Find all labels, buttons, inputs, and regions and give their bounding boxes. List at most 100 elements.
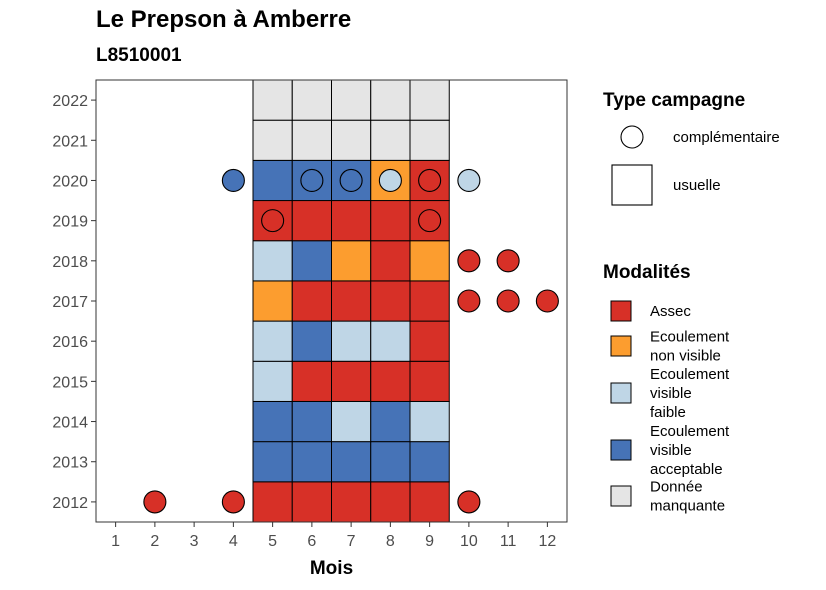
x-tick-label: 6 <box>307 533 316 550</box>
heatmap-tile <box>409 481 450 523</box>
heatmap-tile <box>291 360 332 402</box>
complementary-point <box>261 209 285 233</box>
complementary-point <box>221 490 245 514</box>
legend-type-label: usuelle <box>673 177 721 194</box>
y-tick-label: 2014 <box>52 415 88 432</box>
heatmap-tile <box>291 320 332 362</box>
heatmap-tile <box>409 320 450 362</box>
legend-color-key <box>610 382 632 404</box>
x-tick-label: 1 <box>111 533 120 550</box>
heatmap-tile <box>409 441 450 483</box>
heatmap-tile <box>252 320 293 362</box>
heatmap-tile <box>331 200 372 242</box>
heatmap-tile <box>409 400 450 443</box>
heatmap-tile <box>252 79 293 121</box>
legend-modalite-label: visible <box>650 385 692 402</box>
heatmap-tile <box>409 240 450 282</box>
complementary-point <box>143 490 167 514</box>
heatmap-tile <box>291 79 332 121</box>
complementary-point <box>457 249 481 273</box>
complementary-point <box>496 249 520 273</box>
heatmap-tile <box>331 400 372 443</box>
legend-modalite-label: non visible <box>650 348 721 365</box>
x-tick-label: 9 <box>425 533 434 550</box>
heatmap-tile <box>291 119 332 161</box>
heatmap-tile <box>370 240 411 282</box>
heatmap-tile <box>252 119 293 161</box>
x-tick-label: 2 <box>150 533 159 550</box>
y-tick-label: 2022 <box>52 93 88 110</box>
x-tick-label: 10 <box>460 533 478 550</box>
legend-color-key <box>610 300 632 322</box>
complementary-point <box>496 289 520 313</box>
chart-subtitle: L8510001 <box>96 45 182 66</box>
y-tick-label: 2015 <box>52 374 88 391</box>
heatmap-tile <box>370 79 411 121</box>
legend-type-label: complémentaire <box>673 129 780 146</box>
y-tick-label: 2020 <box>52 173 88 190</box>
complementary-point <box>418 209 442 233</box>
legend-square-key <box>611 164 653 206</box>
x-tick-label: 3 <box>190 533 199 550</box>
x-axis-title: Mois <box>310 558 353 579</box>
heatmap-tile <box>331 481 372 523</box>
heatmap-tile <box>331 320 372 362</box>
heatmap-tile <box>291 481 332 523</box>
complementary-point <box>457 289 481 313</box>
legend-color-key <box>610 335 632 357</box>
heatmap-tile <box>331 441 372 483</box>
y-tick-label: 2021 <box>52 133 88 150</box>
y-tick-label: 2016 <box>52 334 88 351</box>
heatmap-tile <box>409 119 450 161</box>
heatmap-tile <box>331 119 372 161</box>
heatmap-tile <box>331 79 372 121</box>
heatmap-tile <box>331 280 372 322</box>
legend-modalite-label: Ecoulement <box>650 423 730 440</box>
heatmap-tile <box>370 280 411 322</box>
complementary-point <box>221 168 245 193</box>
heatmap-tile <box>370 481 411 523</box>
heatmap-tile <box>409 280 450 322</box>
y-tick-label: 2013 <box>52 455 88 472</box>
x-tick-label: 11 <box>500 533 517 550</box>
heatmap-tile <box>291 280 332 322</box>
legend-type-title: Type campagne <box>603 90 745 111</box>
legend-modalite-label: Ecoulement <box>650 366 730 383</box>
x-tick-label: 5 <box>268 533 277 550</box>
legend-modalite-label: acceptable <box>650 461 723 478</box>
heatmap-tile <box>370 441 411 483</box>
heatmap-tile <box>291 240 332 282</box>
heatmap-tile <box>291 400 332 443</box>
heatmap-tile <box>331 360 372 402</box>
y-tick-label: 2012 <box>52 495 88 512</box>
complementary-point <box>457 490 481 514</box>
heatmap-tile <box>370 320 411 362</box>
heatmap-tile <box>370 119 411 161</box>
legend-modalite-label: Ecoulement <box>650 329 730 346</box>
heatmap-tile <box>252 360 293 402</box>
heatmap-tile <box>252 159 293 202</box>
heatmap-tile <box>252 280 293 322</box>
complementary-point <box>339 168 363 193</box>
legend-modalite-label: visible <box>650 442 692 459</box>
y-tick-label: 2018 <box>52 254 88 271</box>
y-tick-label: 2019 <box>52 214 88 231</box>
x-tick-label: 8 <box>386 533 395 550</box>
heatmap-tile <box>409 360 450 402</box>
heatmap-tile <box>370 360 411 402</box>
heatmap-tile <box>370 400 411 443</box>
x-tick-label: 12 <box>538 533 556 550</box>
chart-title: Le Prepson à Amberre <box>96 6 352 33</box>
complementary-point <box>535 289 559 313</box>
x-tick-label: 4 <box>229 533 238 550</box>
y-tick-label: 2017 <box>52 294 88 311</box>
legend-modalites-title: Modalités <box>603 262 691 283</box>
heatmap-tile <box>331 240 372 282</box>
complementary-point <box>418 168 442 193</box>
complementary-point <box>378 168 402 193</box>
heatmap-tile <box>291 200 332 242</box>
legend-color-key <box>610 485 632 507</box>
heatmap-tile <box>291 441 332 483</box>
legend-modalite-label: faible <box>650 404 686 421</box>
